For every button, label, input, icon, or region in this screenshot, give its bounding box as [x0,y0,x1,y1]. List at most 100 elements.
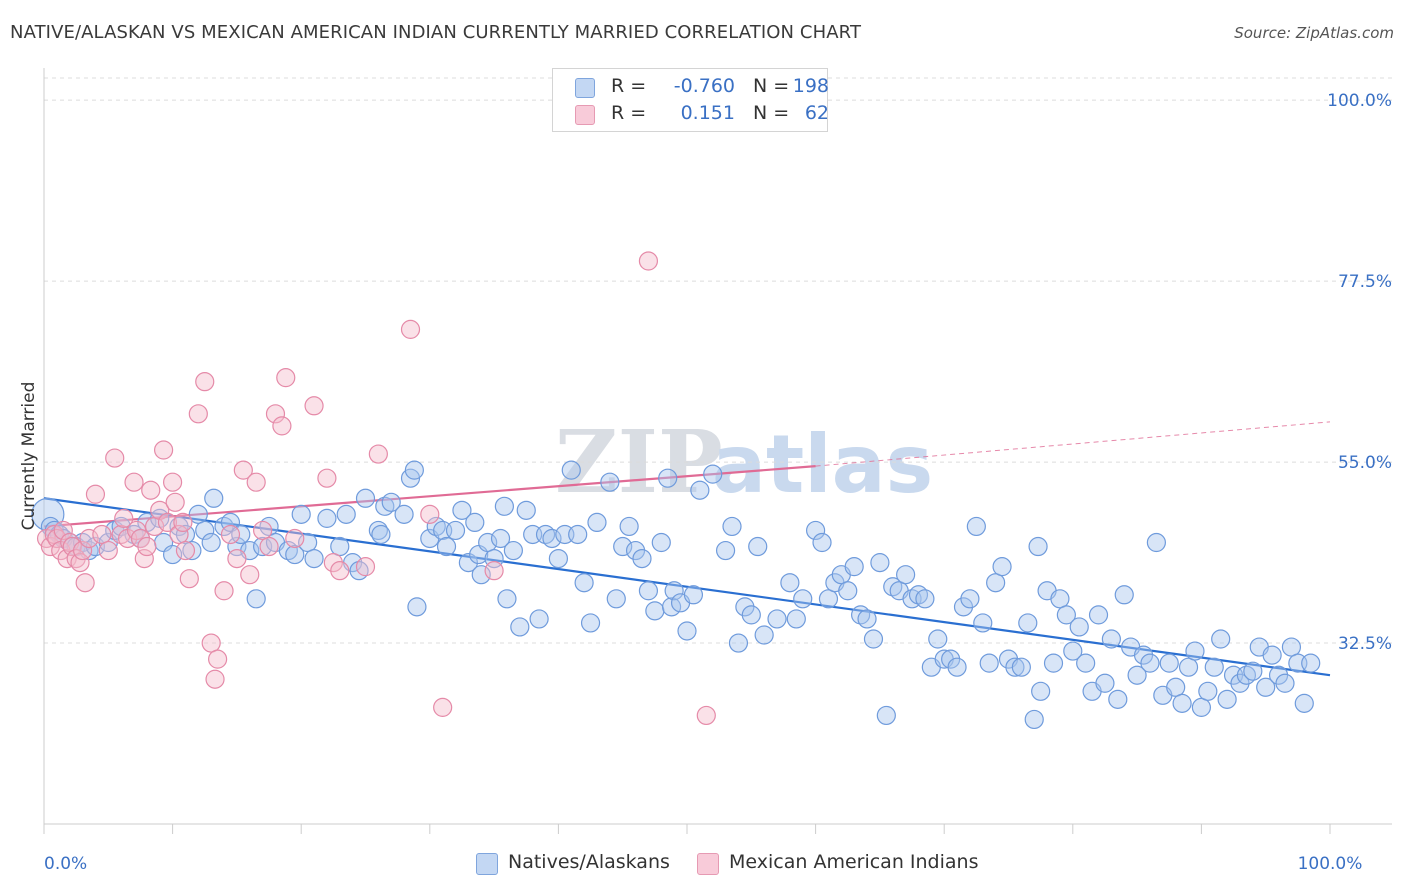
point-0-172 [1191,697,1212,717]
point-0-112 [812,532,832,553]
point-0-135 [960,589,980,609]
point-0-145 [1024,709,1044,730]
point-1-14 [85,484,106,504]
point-0-159 [1108,689,1128,709]
point-0-68 [497,589,517,609]
point-0-117 [844,557,864,577]
point-0-41 [330,536,350,557]
point-0-100 [715,540,736,561]
point-1-58 [355,557,376,577]
point-0-82 [587,512,607,533]
stats-n-label: N = [753,102,790,124]
point-0-50 [394,504,414,524]
point-0-171 [1185,641,1205,661]
point-1-11 [72,540,93,561]
point-0-88 [632,548,652,569]
point-0-86 [619,516,639,537]
point-0-60 [458,553,478,573]
stats-legend: R = -0.760 N = 198 R = 0.151 N = 62 [552,68,829,132]
point-0-96 [677,621,697,641]
point-1-31 [163,472,183,492]
point-0-84 [606,589,626,609]
point-1-51 [272,416,292,436]
point-0-71 [516,500,536,520]
point-1-50 [265,404,286,424]
point-0-45 [355,488,376,508]
point-1-29 [153,440,174,460]
y-tick-label-1: 55.0% [1338,453,1392,473]
point-0-42 [336,504,356,524]
point-1-55 [317,468,337,488]
point-0-21 [182,540,202,561]
point-0-168 [1166,677,1186,697]
y-tick-label-0: 32.5% [1338,634,1392,654]
point-0-138 [979,653,999,673]
point-0-63 [471,565,491,585]
point-1-44 [227,548,247,569]
point-0-23 [195,520,215,541]
point-0-89 [638,581,659,601]
stats-r-value: 0.151 [680,102,735,124]
point-1-35 [175,540,196,561]
trend-line-mexican [43,465,816,528]
point-0-146 [1028,536,1048,557]
point-0-31 [246,589,266,609]
point-1-37 [188,404,208,424]
series-0-points [31,460,1321,730]
point-0-122 [876,705,896,726]
trend-lines [43,421,1331,677]
point-1-25 [137,536,157,557]
point-0-94 [664,581,684,601]
point-0-142 [1005,657,1025,677]
stats-n-value: 198 [792,75,829,97]
point-0-25 [204,488,224,508]
point-1-42 [214,581,234,601]
point-0-97 [683,585,704,605]
point-0-105 [748,536,768,557]
point-0-59 [452,500,472,520]
point-0-40 [317,508,337,528]
point-0-91 [651,532,671,553]
legend-label-natives: Natives/Alaskans [508,851,670,873]
point-0-106 [754,625,774,645]
point-0-85 [613,536,633,557]
point-1-15 [92,524,112,545]
point-0-180 [1243,661,1263,681]
point-0-113 [818,589,839,609]
point-0-136 [966,516,986,537]
point-0-93 [661,597,682,617]
point-0-183 [1262,645,1282,665]
point-1-13 [79,528,99,549]
point-0-58 [445,520,466,541]
point-1-45 [233,460,253,480]
point-1-43 [220,524,241,545]
point-1-57 [330,561,350,581]
point-1-62 [433,697,453,717]
point-0-157 [1095,673,1115,693]
point-0-173 [1198,681,1218,701]
point-1-38 [195,372,215,392]
point-1-40 [205,669,225,689]
point-0-57 [436,536,457,557]
point-0-79 [568,524,588,545]
point-1-17 [105,448,125,468]
stats-r-label: R = [611,75,647,97]
point-0-175 [1211,629,1231,649]
point-1-47 [246,472,266,492]
point-0-156 [1088,605,1109,625]
point-0-120 [863,629,884,649]
point-1-48 [253,520,273,541]
point-0-152 [1063,641,1083,661]
y-tick-label-3: 100.0% [1327,91,1392,111]
point-1-49 [259,536,279,557]
point-0-92 [658,468,678,488]
point-0-154 [1076,653,1096,673]
point-0-75 [542,528,562,549]
point-1-5 [53,520,73,541]
point-1-52 [276,368,296,388]
point-0-144 [1018,613,1038,633]
point-1-8 [62,536,82,557]
point-0-140 [992,557,1012,577]
point-0-143 [1011,657,1031,677]
point-1-28 [150,500,170,520]
